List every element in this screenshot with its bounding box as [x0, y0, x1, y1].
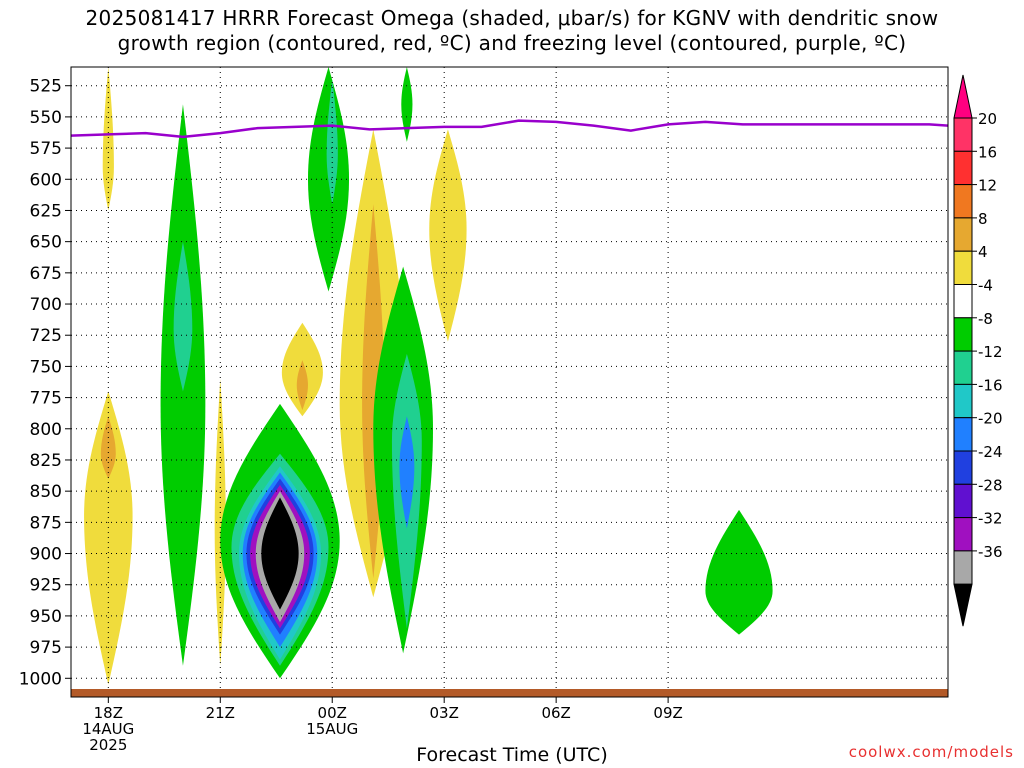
y-tick-label-575: 575	[30, 139, 62, 159]
x-tick-label-18-0: 18Z	[94, 704, 123, 722]
colorbar-swatch-0	[953, 117, 973, 152]
freezing-level-contour	[71, 119, 948, 139]
y-tick-label-900: 900	[30, 545, 62, 565]
y-tick-label-1000: 1000	[19, 669, 62, 689]
colorbar-label-5: -4	[978, 277, 993, 295]
colorbar-label-0: 20	[978, 110, 997, 128]
colorbar-label-4: 4	[978, 243, 988, 261]
colorbar-swatch-9	[953, 417, 973, 452]
x-tick-label-33-0: 09Z	[653, 704, 682, 722]
x-tick-label-18-2: 2025	[89, 736, 127, 754]
colorbar-swatch-1	[953, 150, 973, 186]
colorbar-label-2: 12	[978, 177, 997, 195]
y-tick-label-850: 850	[30, 482, 62, 502]
ground-surface	[71, 689, 948, 697]
y-tick-label-800: 800	[30, 420, 62, 440]
chart-title-line-1: 2025081417 HRRR Forecast Omega (shaded, …	[85, 6, 939, 30]
y-tick-label-975: 975	[30, 638, 62, 658]
colorbar-swatch-5	[953, 284, 973, 319]
colorbar-swatch-2	[953, 184, 973, 219]
colorbar-min-arrow	[953, 583, 973, 627]
chart-title: 2025081417 HRRR Forecast Omega (shaded, …	[0, 6, 1024, 56]
omega-region-0	[102, 67, 114, 211]
colorbar-label-8: -16	[978, 376, 1003, 394]
colorbar-swatch-11	[953, 483, 973, 519]
x-tick-label-30-0: 06Z	[541, 704, 570, 722]
omega-region-13	[261, 497, 299, 610]
colorbar-label-7: -12	[978, 343, 1003, 361]
plot-frame	[70, 66, 949, 698]
colorbar-label-11: -28	[978, 476, 1003, 494]
y-tick-label-625: 625	[30, 201, 62, 221]
x-axis-label: Forecast Time (UTC)	[416, 744, 608, 766]
colorbar-label-10: -24	[978, 443, 1003, 461]
chart-title-line-2: growth region (contoured, red, ºC) and f…	[117, 31, 907, 55]
colorbar-swatch-8	[953, 383, 973, 419]
grid-lines	[71, 67, 948, 697]
y-tick-label-600: 600	[30, 170, 62, 190]
colorbar-max-arrow	[953, 74, 973, 119]
colorbar-legend: 20 16 12 8 4 -4 -8 -12 -16 -20 -24 -28 -32 -36	[953, 74, 1003, 627]
colorbar-label-6: -8	[978, 310, 993, 328]
colorbar-swatch-4	[953, 250, 973, 285]
x-tick-label-21-0: 21Z	[206, 704, 235, 722]
y-tick-label-675: 675	[30, 264, 62, 284]
omega-region-22	[399, 416, 415, 529]
omega-shading	[84, 67, 773, 685]
y-tick-label-825: 825	[30, 451, 62, 471]
colorbar-label-13: -36	[978, 543, 1003, 561]
omega-region-23	[401, 67, 413, 142]
colorbar-label-12: -32	[978, 510, 1003, 528]
y-tick-label-525: 525	[30, 77, 62, 97]
omega-region-25	[705, 509, 773, 635]
y-tick-label-950: 950	[30, 607, 62, 627]
colorbar-swatch-13	[953, 550, 973, 585]
y-axis: 525 550 575 600 625 650 675 700 725 750 775 800 825 8…	[19, 77, 71, 689]
colorbar-swatch-6	[953, 317, 973, 352]
colorbar-label-1: 16	[978, 143, 997, 161]
omega-region-24	[429, 129, 467, 342]
colorbar-swatch-10	[953, 450, 973, 485]
source-credit: coolwx.com/models	[848, 743, 1014, 761]
omega-region-4	[173, 241, 193, 392]
colorbar-swatch-7	[953, 350, 973, 385]
x-tick-label-24-1: 15AUG	[306, 720, 358, 738]
freezing-level-line	[71, 119, 948, 139]
omega-region-15	[296, 360, 308, 411]
surface-strip	[71, 689, 948, 697]
x-tick-label-27-0: 03Z	[430, 704, 459, 722]
colorbar-label-3: 8	[978, 210, 988, 228]
y-tick-label-550: 550	[30, 108, 62, 128]
y-tick-label-875: 875	[30, 513, 62, 533]
y-tick-label-725: 725	[30, 326, 62, 346]
colorbar-label-9: -20	[978, 410, 1003, 428]
omega-region-17	[326, 79, 338, 205]
y-tick-label-650: 650	[30, 233, 62, 253]
y-tick-label-750: 750	[30, 357, 62, 377]
y-tick-label-700: 700	[30, 295, 62, 315]
x-tick-label-18-1: 14AUG	[82, 720, 134, 738]
colorbar-swatch-3	[953, 217, 973, 252]
y-tick-label-775: 775	[30, 389, 62, 409]
y-tick-label-925: 925	[30, 576, 62, 596]
colorbar-swatch-12	[953, 517, 973, 552]
x-tick-label-24-0: 00Z	[318, 704, 347, 722]
